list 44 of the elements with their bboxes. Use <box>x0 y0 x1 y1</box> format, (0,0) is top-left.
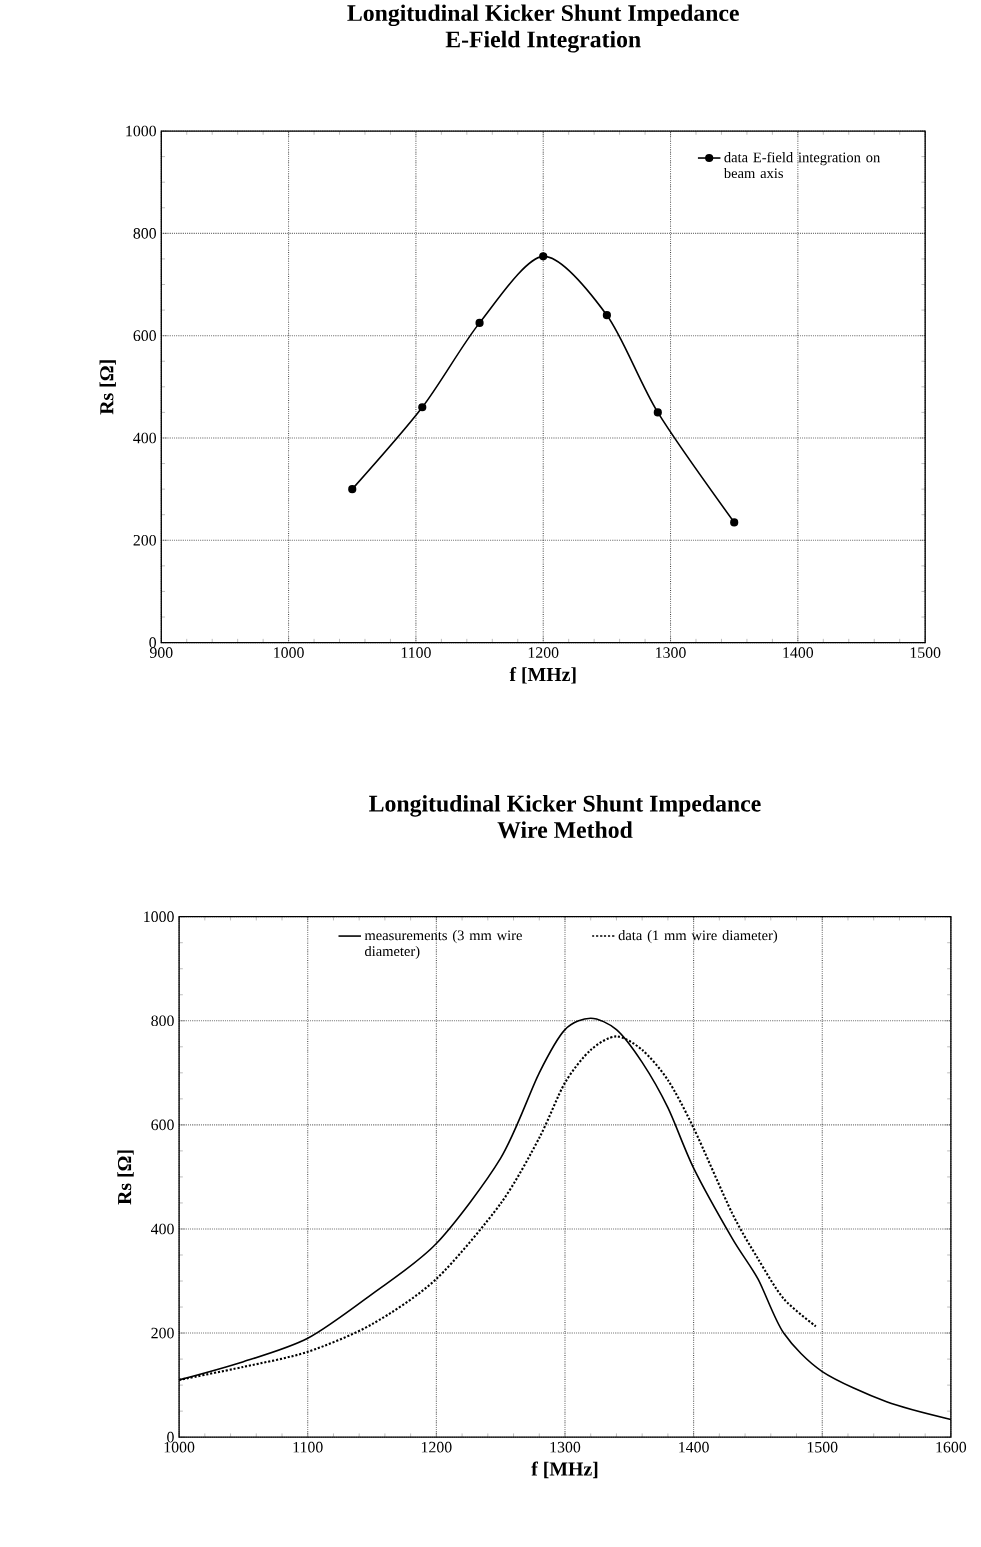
y-tick-label: 200 <box>133 534 157 546</box>
x-tick-label: 1200 <box>529 647 559 658</box>
x-tick-label: 1400 <box>679 1441 710 1453</box>
y-axis-title: Rs [Ω] <box>99 360 117 415</box>
point <box>418 403 427 412</box>
point <box>348 485 357 494</box>
y-tick-label: 1000 <box>126 125 157 137</box>
legend-label: data (1 mm wire diameter) <box>618 930 778 944</box>
x-tick-label: 1000 <box>164 1441 195 1453</box>
x-axis-title: f [MHz] <box>509 667 576 684</box>
y-tick-label: 600 <box>151 1119 175 1131</box>
y-tick-label: 200 <box>151 1327 175 1339</box>
point <box>653 408 663 417</box>
y-tick-label: 400 <box>133 432 157 444</box>
chart-title: Longitudinal Kicker Shunt Impedance <box>369 794 761 817</box>
x-tick-label: 1500 <box>910 647 941 658</box>
x-tick-label: 900 <box>150 647 173 658</box>
x-tick-label: 1100 <box>293 1441 323 1453</box>
chart-subtitle: Wire Method <box>497 821 633 839</box>
x-tick-label: 1400 <box>783 647 814 658</box>
x-axis-title: f [MHz] <box>531 1461 598 1479</box>
x-tick-label: 1300 <box>656 647 686 658</box>
x-tick-label: 1200 <box>422 1441 452 1453</box>
y-tick-label: 800 <box>151 1015 175 1027</box>
point <box>475 318 484 327</box>
chart-title: Longitudinal Kicker Shunt Impedance <box>347 4 740 27</box>
x-tick-label: 1500 <box>808 1441 838 1453</box>
x-tick-label: 1300 <box>550 1441 581 1453</box>
y-tick-label: 0 <box>149 637 157 648</box>
point <box>603 311 612 320</box>
y-tick-label: 0 <box>167 1431 175 1443</box>
x-tick-label: 1000 <box>274 647 305 658</box>
point <box>539 252 548 261</box>
legend-label: measurements (3 mm wire diameter) <box>364 930 523 960</box>
y-axis-title: Rs [Ω] <box>117 1150 134 1205</box>
point <box>730 518 739 527</box>
x-tick-label: 1600 <box>936 1441 967 1453</box>
chart-subtitle: E-Field Integration <box>445 30 642 53</box>
y-tick-label: 400 <box>151 1223 175 1235</box>
legend-label: data E-field integration on beam axis <box>724 151 881 179</box>
x-tick-label: 1100 <box>401 647 432 658</box>
y-tick-label: 800 <box>133 228 157 239</box>
y-tick-label: 1000 <box>144 911 175 923</box>
y-tick-label: 600 <box>133 330 157 341</box>
